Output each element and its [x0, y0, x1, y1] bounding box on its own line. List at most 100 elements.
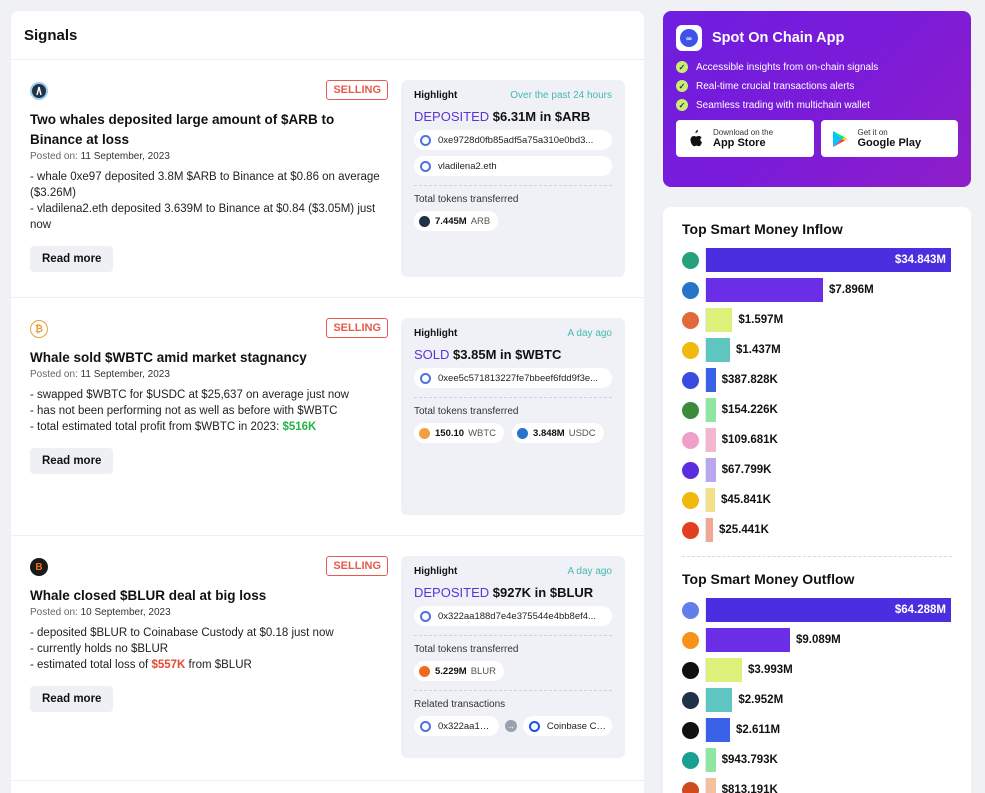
- signal-title[interactable]: Whale closed $BLUR deal at big loss: [30, 588, 267, 603]
- bar-area: $34.843M: [705, 248, 952, 272]
- pepe-icon: [682, 401, 699, 419]
- flow-value: $387.828K: [721, 374, 778, 386]
- posted-date: Posted on: 10 September, 2023: [30, 607, 171, 618]
- flow-value: $9.089M: [796, 634, 841, 646]
- bar-area: $67.799K: [705, 458, 952, 482]
- read-more-button[interactable]: Read more: [30, 246, 114, 272]
- bar-area: $154.226K: [705, 398, 952, 422]
- signal-card[interactable]: Two whales deposited large amount of $AR…: [11, 60, 644, 298]
- google-play-icon: [831, 129, 849, 149]
- usdc-icon: [682, 281, 699, 299]
- flow-bar: [706, 688, 733, 712]
- flow-row[interactable]: $109.681K: [682, 425, 952, 455]
- bar-area: $64.288M: [705, 598, 952, 622]
- flow-value: $109.681K: [721, 434, 778, 446]
- bar-area: $813.191K: [705, 778, 952, 793]
- flow-bar: [706, 338, 730, 362]
- google-play-button[interactable]: Get it on Google Play: [820, 120, 958, 157]
- address-chip[interactable]: 0x322aa188d7e4e375544e4bb8ef4...: [414, 606, 612, 626]
- ring-icon: [682, 721, 699, 739]
- flow-row[interactable]: $9.089M: [682, 625, 952, 655]
- feature-item: ✓ Real-time crucial transactions alerts: [676, 80, 958, 92]
- address-chip[interactable]: 0xe9728d0fb85adf5a75a310e0bd3...: [414, 130, 612, 150]
- arb-icon: [682, 691, 699, 709]
- flow-bar: [706, 308, 733, 332]
- bar-area: $1.437M: [705, 338, 952, 362]
- signal-description: - swapped $WBTC for $USDC at $25,637 on …: [30, 389, 349, 433]
- bar-area: $45.841K: [705, 488, 952, 512]
- blur-icon: [419, 665, 430, 677]
- bar-area: $2.952M: [705, 688, 952, 712]
- usdt-icon: [682, 251, 699, 269]
- flow-value: $64.288M: [894, 604, 946, 616]
- flow-row[interactable]: $1.437M: [682, 335, 952, 365]
- address-chip[interactable]: 0xee5c571813227fe7bbeef6fdd9f3e...: [414, 368, 612, 388]
- app-logo-icon: ∞: [676, 25, 702, 51]
- lido-icon: [682, 371, 699, 389]
- flow-row[interactable]: $25.441K: [682, 515, 952, 545]
- wallet-icon: [420, 372, 431, 384]
- flow-bar: [706, 718, 730, 742]
- address-chip[interactable]: vladilena2.eth: [414, 156, 612, 176]
- read-more-button[interactable]: Read more: [30, 686, 114, 712]
- bar-area: $943.793K: [705, 748, 952, 772]
- address-chip[interactable]: Coinbase Cu...: [522, 716, 612, 736]
- posted-date: Posted on: 11 September, 2023: [30, 151, 170, 162]
- okb-icon: [682, 661, 699, 679]
- selling-badge: SELLING: [326, 318, 388, 338]
- flow-bar: [706, 278, 823, 302]
- flow-row[interactable]: $154.226K: [682, 395, 952, 425]
- wallet-icon: [420, 610, 431, 622]
- address-chip[interactable]: 0x322aa188...: [414, 716, 500, 736]
- app-title: Spot On Chain App: [712, 30, 845, 46]
- tokens-label: Total tokens transferred: [414, 194, 519, 205]
- arb-icon: [30, 82, 48, 100]
- bar-area: $7.896M: [705, 278, 952, 302]
- posted-date: Posted on: 11 September, 2023: [30, 369, 170, 380]
- outflow-list: $64.288M $9.089M $3.993M $2.952M $2.611M $943…: [682, 595, 952, 793]
- flow-row[interactable]: $2.952M: [682, 685, 952, 715]
- flow-row[interactable]: $3.993M: [682, 655, 952, 685]
- read-more-button[interactable]: Read more: [30, 448, 114, 474]
- highlight-label: Highlight: [414, 566, 458, 577]
- flow-row[interactable]: $64.288M: [682, 595, 952, 625]
- flow-row[interactable]: $943.793K: [682, 745, 952, 775]
- token-chip[interactable]: 7.445M ARB: [414, 211, 499, 231]
- flow-row[interactable]: $34.843M: [682, 245, 952, 275]
- flow-row[interactable]: $387.828K: [682, 365, 952, 395]
- flow-bar: [706, 628, 790, 652]
- token-chip[interactable]: 3.848M USDC: [512, 423, 604, 443]
- bar-area: $9.089M: [705, 628, 952, 652]
- signal-card[interactable]: ₿ Whale sold $WBTC amid market stagnancy…: [11, 298, 644, 536]
- signal-card[interactable]: B Whale closed $BLUR deal at big loss Po…: [11, 536, 644, 781]
- signal-title[interactable]: Whale sold $WBTC amid market stagnancy: [30, 350, 307, 365]
- flow-row[interactable]: $1.597M: [682, 305, 952, 335]
- btc-icon: [682, 631, 699, 649]
- inflow-list: $34.843M $7.896M $1.597M $1.437M $387.828K $1…: [682, 245, 952, 545]
- bar-area: $387.828K: [705, 368, 952, 392]
- signal-description: - deposited $BLUR to Coinabase Custody a…: [30, 627, 334, 671]
- flow-value: $154.226K: [721, 404, 778, 416]
- flow-row[interactable]: $813.191K: [682, 775, 952, 793]
- app-store-button[interactable]: Download on the App Store: [676, 120, 814, 157]
- flow-row[interactable]: $45.841K: [682, 485, 952, 515]
- smart-money-card: Top Smart Money Inflow $34.843M $7.896M $1…: [663, 207, 971, 793]
- highlight-time: A day ago: [567, 566, 612, 577]
- flow-row[interactable]: $2.611M: [682, 715, 952, 745]
- highlight-action: DEPOSITED $927K in $BLUR: [414, 585, 594, 600]
- flow-row[interactable]: $67.799K: [682, 455, 952, 485]
- wbtc-icon: [419, 427, 430, 439]
- usdc-icon: [517, 427, 529, 439]
- token-chip[interactable]: 150.10 WBTC: [414, 423, 505, 443]
- flow-value: $2.952M: [738, 694, 784, 706]
- flow-row[interactable]: $7.896M: [682, 275, 952, 305]
- wallet-icon: [420, 160, 431, 172]
- flow-bar: [706, 598, 951, 622]
- arrow-icon: [682, 521, 699, 539]
- flow-value: $67.799K: [721, 464, 772, 476]
- coinbase-icon: [528, 720, 540, 732]
- token-chip[interactable]: 5.229M BLUR: [414, 661, 505, 681]
- signal-title[interactable]: Two whales deposited large amount of $AR…: [30, 112, 335, 147]
- signals-panel: Signals Two whales deposited large amoun…: [11, 11, 644, 793]
